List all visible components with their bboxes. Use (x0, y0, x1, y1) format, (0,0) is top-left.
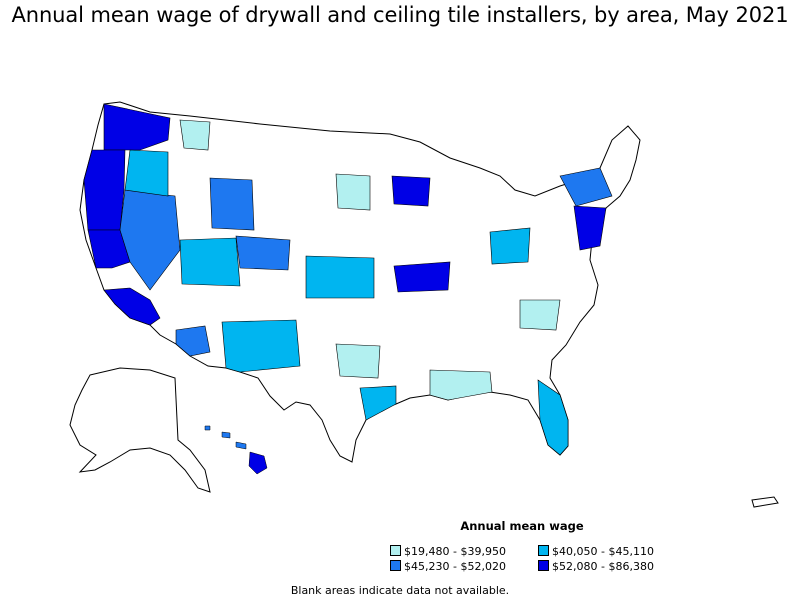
legend-label-band-4: $52,080 - $86,380 (552, 560, 654, 573)
legend-label-band-1: $19,480 - $39,950 (404, 545, 506, 558)
legend-item-band-1: $19,480 - $39,950 (390, 545, 506, 559)
footnote: Blank areas indicate data not available. (290, 584, 510, 597)
low-wage-regions (179, 119, 561, 401)
legend-swatch-band-4 (538, 560, 549, 571)
map-title: Annual mean wage of drywall and ceiling … (11, 3, 789, 27)
puerto-rico-outline (751, 496, 779, 508)
legend-item-band-4: $52,080 - $86,380 (538, 560, 654, 574)
legend-label-band-3: $45,230 - $52,020 (404, 560, 506, 573)
hawaii-islands (204, 425, 268, 475)
legend-item-band-2: $40,050 - $45,110 (538, 545, 654, 559)
west-coast-regions (83, 103, 171, 326)
west-inland-regions (119, 177, 291, 357)
legend-swatch-band-3 (390, 560, 401, 571)
legend-swatch-band-1 (390, 545, 401, 556)
alaska-outline (69, 367, 211, 493)
midwest-east-regions (359, 167, 613, 456)
legend-swatch-band-2 (538, 545, 549, 556)
legend-item-band-3: $45,230 - $52,020 (390, 560, 506, 574)
mountain-regions (124, 149, 375, 373)
legend-label-band-2: $40,050 - $45,110 (552, 545, 654, 558)
legend-title: Annual mean wage (460, 519, 584, 533)
